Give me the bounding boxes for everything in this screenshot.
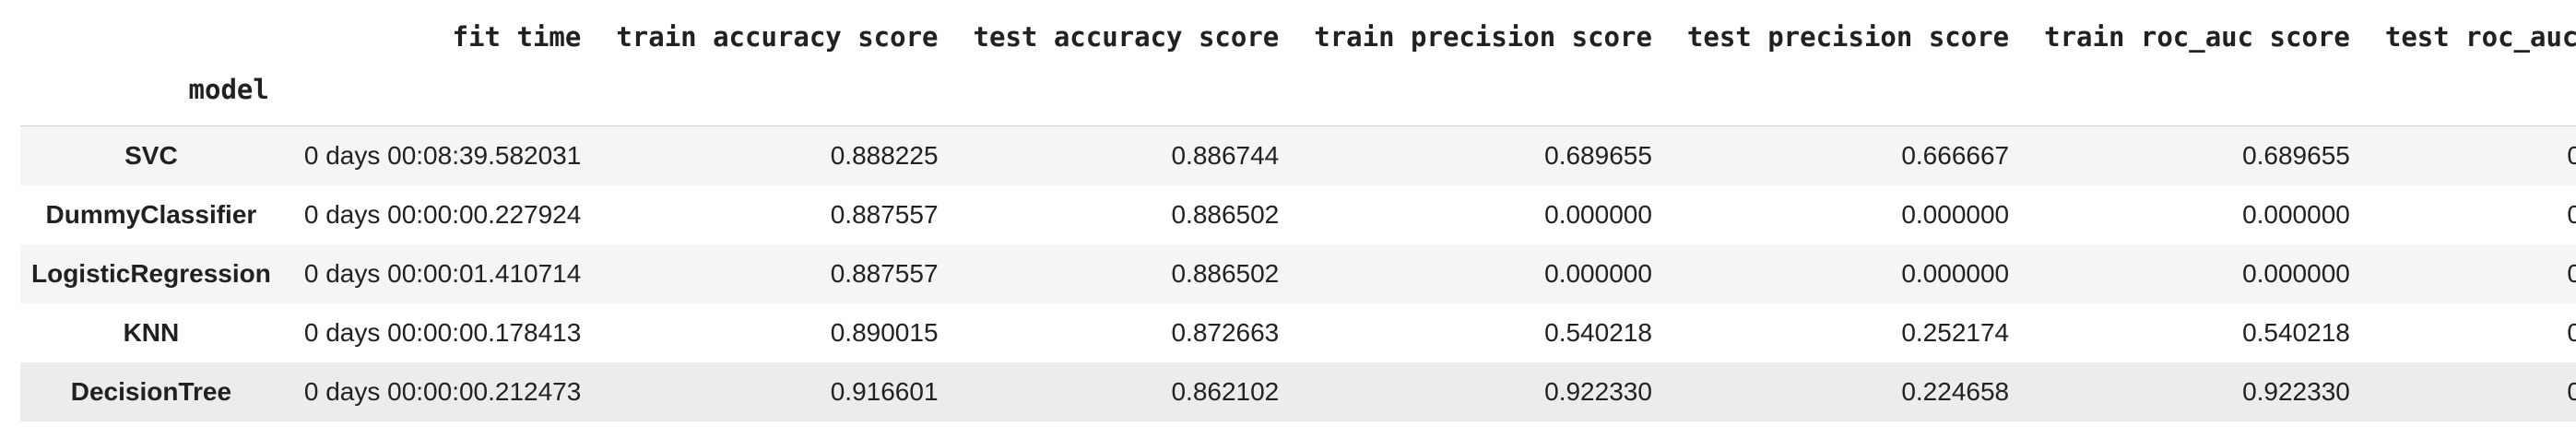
column-header-train-precision: train precision score <box>1314 21 1652 53</box>
cell-test-roc-auc: 0.224658 <box>2567 377 2576 406</box>
cell-test-roc-auc: 0.252174 <box>2567 318 2576 347</box>
cell-test-precision: 0.000000 <box>1901 259 2010 288</box>
table-row: LogisticRegression 0 days 00:00:01.41071… <box>20 244 2576 303</box>
cell-test-roc-auc: 0.666667 <box>2567 141 2576 170</box>
cell-train-roc-auc: 0.922330 <box>2242 377 2350 406</box>
cell-train-precision: 0.540218 <box>1544 318 1652 347</box>
cell-test-accuracy: 0.886744 <box>1171 141 1280 170</box>
column-header-test-roc-auc: test roc_auc score <box>2384 21 2576 53</box>
cell-train-accuracy: 0.887557 <box>830 200 939 229</box>
index-name-blank <box>1664 74 2023 126</box>
index-name-blank <box>951 74 1293 126</box>
index-name-blank <box>281 74 595 126</box>
table-row: KNN 0 days 00:00:00.178413 0.890015 0.87… <box>20 303 2576 362</box>
cell-train-accuracy: 0.888225 <box>830 141 939 170</box>
header-blank-cell <box>20 0 282 74</box>
column-header-test-accuracy: test accuracy score <box>973 21 1280 53</box>
cell-train-roc-auc: 0.540218 <box>2242 318 2350 347</box>
cell-test-accuracy: 0.872663 <box>1171 318 1280 347</box>
cell-train-accuracy: 0.916601 <box>830 377 939 406</box>
cell-train-roc-auc: 0.000000 <box>2242 259 2350 288</box>
cell-train-accuracy: 0.890015 <box>830 318 939 347</box>
index-name-blank <box>2362 74 2576 126</box>
cell-test-accuracy: 0.886502 <box>1171 259 1280 288</box>
table-row: SVC 0 days 00:08:39.582031 0.888225 0.88… <box>20 125 2576 185</box>
index-name-blank <box>1292 74 1665 126</box>
row-index-label: DummyClassifier <box>45 200 257 229</box>
row-index-label: DecisionTree <box>70 377 232 406</box>
cell-test-precision: 0.252174 <box>1901 318 2010 347</box>
cell-test-roc-auc: 0.000000 <box>2567 200 2576 229</box>
row-index-label: LogisticRegression <box>31 259 271 288</box>
column-header-row: fit time train accuracy score test accur… <box>20 0 2576 74</box>
index-name: model <box>20 74 282 126</box>
cell-test-precision: 0.666667 <box>1901 141 2010 170</box>
column-header-test-precision: test precision score <box>1686 21 2010 53</box>
cell-test-precision: 0.224658 <box>1901 377 2010 406</box>
dataframe-output: fit time train accuracy score test accur… <box>20 0 2576 421</box>
cell-fit-time: 0 days 00:00:00.227924 <box>303 200 582 229</box>
column-header-train-roc-auc: train roc_auc score <box>2044 21 2350 53</box>
cell-test-accuracy: 0.886502 <box>1171 200 1280 229</box>
cell-test-accuracy: 0.862102 <box>1171 377 1280 406</box>
cell-fit-time: 0 days 00:00:00.212473 <box>303 377 582 406</box>
results-table: fit time train accuracy score test accur… <box>20 0 2576 421</box>
column-header-train-accuracy: train accuracy score <box>616 21 939 53</box>
cell-test-roc-auc: 0.000000 <box>2567 259 2576 288</box>
cell-train-roc-auc: 0.689655 <box>2242 141 2350 170</box>
index-name-blank <box>594 74 951 126</box>
index-name-row: model <box>20 74 2576 126</box>
cell-fit-time: 0 days 00:00:00.178413 <box>303 318 582 347</box>
cell-train-accuracy: 0.887557 <box>830 259 939 288</box>
cell-fit-time: 0 days 00:08:39.582031 <box>303 141 582 170</box>
cell-fit-time: 0 days 00:00:01.410714 <box>303 259 582 288</box>
index-name-blank <box>2022 74 2363 126</box>
table-row: DummyClassifier 0 days 00:00:00.227924 0… <box>20 185 2576 244</box>
cell-test-precision: 0.000000 <box>1901 200 2010 229</box>
cell-train-roc-auc: 0.000000 <box>2242 200 2350 229</box>
row-index-label: SVC <box>124 141 178 170</box>
cell-train-precision: 0.689655 <box>1544 141 1652 170</box>
cell-train-precision: 0.000000 <box>1544 200 1652 229</box>
column-header-fit-time: fit time <box>452 21 582 53</box>
cell-train-precision: 0.000000 <box>1544 259 1652 288</box>
row-index-label: KNN <box>123 318 180 347</box>
cell-train-precision: 0.922330 <box>1544 377 1652 406</box>
table-row: DecisionTree 0 days 00:00:00.212473 0.91… <box>20 362 2576 421</box>
